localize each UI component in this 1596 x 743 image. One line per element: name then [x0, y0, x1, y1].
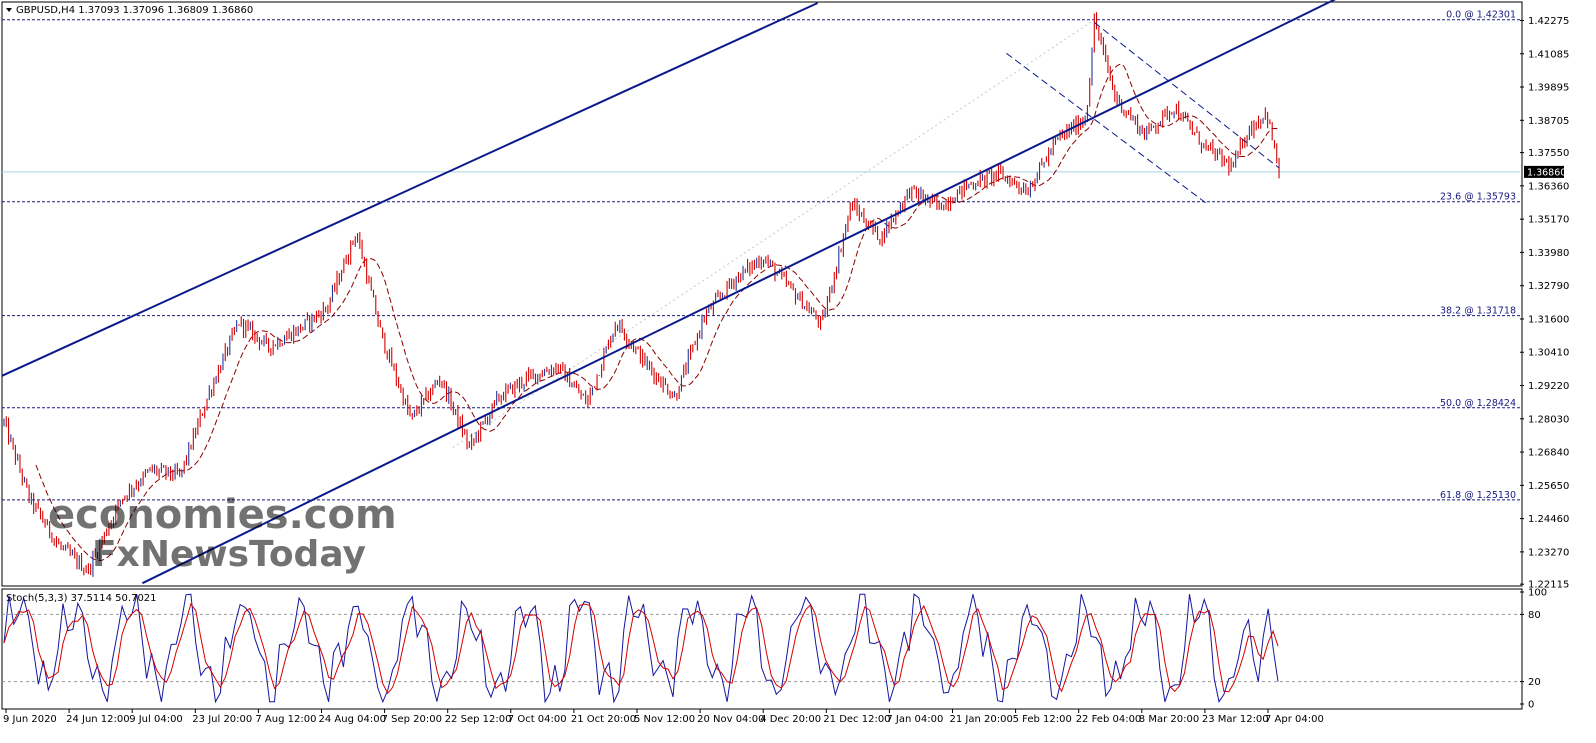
down-channel-lower-line [1006, 52, 1209, 205]
y-tick-label: 1.23270 [1528, 547, 1569, 558]
x-tick-label: 7 Oct 04:00 [508, 714, 567, 725]
y-tick-label: 1.24460 [1528, 514, 1569, 525]
x-tick-label: 23 Mar 12:00 [1202, 714, 1269, 725]
watermark-line2: FxNewsToday [92, 534, 366, 575]
y-tick-label: 1.26840 [1528, 448, 1569, 459]
x-tick-label: 7 Sep 20:00 [382, 714, 442, 725]
y-tick-label: 1.28030 [1528, 414, 1569, 425]
stoch-header: Stoch(5,3,3) 37.5114 50.7021 [6, 593, 157, 604]
y-tick-label: 1.31600 [1528, 314, 1569, 325]
trendlines [1, 0, 1336, 585]
y-tick-label: 1.29220 [1528, 381, 1569, 392]
fib-label: 38.2 @ 1.31718 [1440, 306, 1516, 317]
guides [2, 19, 1520, 449]
price-pane-frame [1, 1, 1523, 587]
x-tick-label: 21 Dec 12:00 [823, 714, 890, 725]
y-tick-label: 1.36360 [1528, 181, 1569, 192]
y-tick-label: 1.22115 [1528, 580, 1569, 591]
channel-lower-line [141, 0, 1336, 585]
stoch-pane-frame [1, 588, 1523, 710]
y-tick-label: 1.42275 [1528, 16, 1569, 27]
stoch-y-tick-label: 80 [1528, 610, 1541, 621]
y-tick-label: 1.37550 [1528, 148, 1569, 159]
x-tick-label: 22 Sep 12:00 [445, 714, 512, 725]
stochastic-lines [2, 593, 1520, 704]
stoch-y-tick-label: 20 [1528, 677, 1541, 688]
y-tick-label: 1.33980 [1528, 248, 1569, 259]
x-tick-label: 4 Dec 20:00 [760, 714, 821, 725]
y-tick-label: 1.30410 [1528, 348, 1569, 359]
x-tick-label: 23 Jul 20:00 [192, 714, 252, 725]
y-tick-label: 1.35170 [1528, 215, 1569, 226]
fib-label: 61.8 @ 1.25130 [1440, 490, 1516, 501]
y-tick-label: 1.32790 [1528, 281, 1569, 292]
fib-base-line [452, 19, 1095, 449]
x-tick-label: 7 Apr 04:00 [1265, 714, 1324, 725]
y-tick-label: 1.39895 [1528, 83, 1569, 94]
x-tick-label: 8 Mar 20:00 [1139, 714, 1199, 725]
x-tick-label: 5 Nov 12:00 [634, 714, 695, 725]
price-axis: 1.42275 1.41085 1.39895 1.38705 1.37550 1.363… [1520, 16, 1569, 591]
symbol-header: GBPUSD,H4 1.37093 1.37096 1.36809 1.3686… [16, 5, 253, 16]
down-channel-upper-line [1094, 22, 1280, 169]
dropdown-triangle-icon[interactable] [6, 8, 12, 12]
stoch-y-tick-label: 0 [1528, 700, 1534, 711]
y-tick-label: 1.38705 [1528, 116, 1569, 127]
x-tick-label: 20 Nov 04:00 [697, 714, 764, 725]
y-tick-label: 1.41085 [1528, 49, 1569, 60]
stoch-signal-line [3, 602, 1279, 695]
y-tick-label: 1.25650 [1528, 481, 1569, 492]
fibonacci-levels: 0.0 @ 1.42301 23.6 @ 1.35793 38.2 @ 1.3171… [2, 10, 1520, 501]
fib-label: 0.0 @ 1.42301 [1446, 10, 1516, 21]
x-tick-label: 5 Feb 12:00 [1013, 714, 1072, 725]
current-price-label: 1.36860 [1527, 167, 1566, 178]
x-tick-label: 7 Jan 04:00 [886, 714, 943, 725]
stoch-axis: 100 80 20 0 [1520, 588, 1547, 711]
x-tick-label: 21 Jan 20:00 [950, 714, 1013, 725]
watermark-line1: economies.com [48, 492, 397, 538]
x-tick-label: 24 Jun 12:00 [66, 714, 130, 725]
x-tick-label: 9 Jun 2020 [3, 714, 57, 725]
x-tick-label: 9 Jul 04:00 [129, 714, 183, 725]
stoch-y-tick-label: 100 [1528, 588, 1547, 599]
fib-label: 23.6 @ 1.35793 [1440, 192, 1516, 203]
x-tick-label: 22 Feb 04:00 [1076, 714, 1142, 725]
x-tick-label: 7 Aug 12:00 [255, 714, 316, 725]
current-price-marker: 1.36860 [1524, 165, 1566, 178]
candles [3, 12, 1280, 577]
x-tick-label: 24 Aug 04:00 [319, 714, 386, 725]
time-axis: 9 Jun 2020 24 Jun 12:00 9 Jul 04:00 23 Jul … [3, 709, 1324, 725]
fib-label: 50.0 @ 1.28424 [1440, 398, 1516, 409]
channel-upper-line [1, 2, 819, 377]
x-tick-label: 21 Oct 20:00 [571, 714, 636, 725]
watermark: economies.com FxNewsToday [48, 492, 397, 575]
